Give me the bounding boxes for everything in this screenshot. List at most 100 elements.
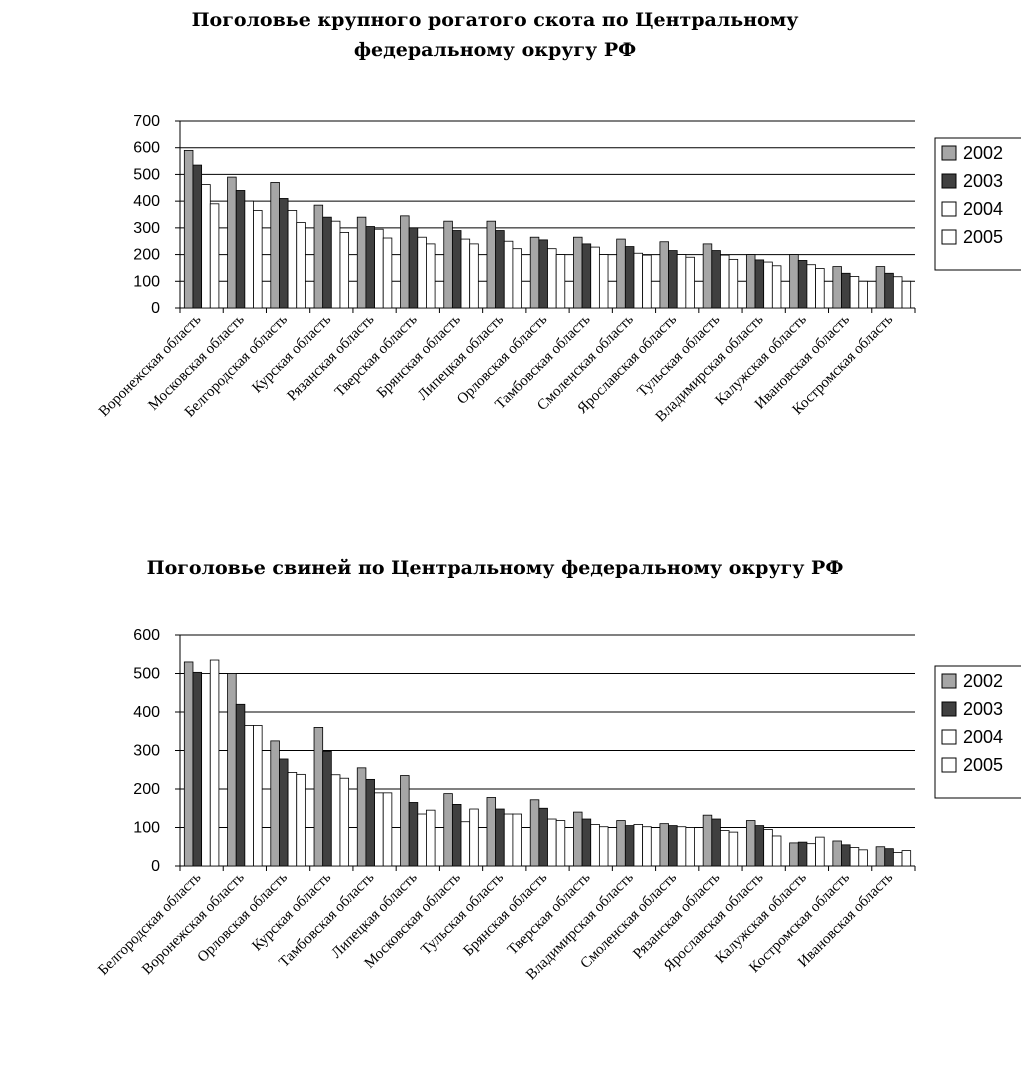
- bar-2003: [884, 848, 894, 867]
- chart-title: федеральному округу РФ: [354, 39, 636, 61]
- bar-2005: [296, 222, 306, 309]
- y-tick-label: 0: [151, 300, 160, 317]
- bar-2004: [806, 843, 816, 867]
- bar-2004: [244, 200, 254, 309]
- bar-2002: [832, 266, 842, 309]
- bar-2002: [227, 673, 237, 867]
- bar-2004: [201, 673, 211, 867]
- bar-2003: [279, 198, 289, 309]
- bar-2003: [408, 227, 419, 309]
- y-tick-label: 0: [151, 858, 160, 875]
- y-tick-label: 500: [133, 666, 160, 683]
- bar-2003: [538, 807, 548, 867]
- bar-2005: [901, 280, 912, 309]
- y-tick-label: 100: [133, 273, 160, 290]
- legend-swatch: [941, 173, 957, 189]
- legend-swatch: [941, 729, 957, 745]
- bar-2005: [771, 265, 782, 309]
- bar-2002: [356, 216, 367, 309]
- legend-swatch: [941, 701, 957, 717]
- bar-2003: [754, 825, 765, 867]
- legend-swatch: [941, 673, 957, 689]
- bar-2003: [322, 216, 332, 309]
- bar-2003: [538, 239, 548, 309]
- bar-2005: [382, 237, 393, 309]
- legend-label: 2002: [963, 671, 1003, 691]
- bar-2004: [676, 254, 687, 309]
- bar-2004: [201, 184, 211, 309]
- bar-2002: [443, 220, 453, 309]
- bar-2002: [356, 767, 367, 867]
- bar-2005: [209, 659, 220, 867]
- bar-2003: [668, 250, 678, 309]
- bar-2004: [287, 210, 298, 309]
- bar-2004: [547, 818, 557, 867]
- y-tick-label: 100: [133, 820, 160, 837]
- legend-label: 2004: [963, 199, 1003, 219]
- bar-2004: [806, 264, 816, 309]
- bar-2005: [209, 203, 220, 309]
- bar-2004: [633, 824, 644, 867]
- bar-2002: [745, 254, 756, 309]
- bar-2004: [417, 813, 427, 867]
- bar-2004: [374, 792, 384, 867]
- legend-label: 2004: [963, 727, 1003, 747]
- x-category-label: Курская область: [249, 311, 334, 396]
- bar-2002: [616, 820, 626, 867]
- bar-2002: [789, 254, 799, 309]
- legend-swatch: [941, 757, 957, 773]
- bar-2003: [797, 841, 808, 867]
- bar-2002: [313, 727, 324, 867]
- bar-2003: [624, 825, 635, 867]
- bar-2005: [858, 849, 868, 867]
- legend-label: 2002: [963, 143, 1003, 163]
- bar-2003: [581, 818, 592, 867]
- bar-2002: [702, 243, 713, 309]
- bar-2002: [400, 215, 410, 309]
- bar-2002: [702, 814, 713, 867]
- bar-2004: [503, 813, 514, 867]
- bar-2002: [227, 176, 237, 309]
- bar-2003: [754, 259, 765, 309]
- y-tick-label: 300: [133, 743, 160, 760]
- bar-2002: [789, 842, 799, 867]
- bar-2002: [745, 820, 756, 867]
- y-tick-label: 200: [133, 781, 160, 798]
- y-tick-label: 700: [133, 113, 160, 130]
- bar-2004: [763, 829, 773, 867]
- bar-2003: [841, 272, 851, 309]
- bar-2005: [555, 254, 566, 309]
- bar-2004: [330, 774, 341, 867]
- bar-2004: [503, 240, 514, 309]
- bar-2005: [296, 773, 306, 867]
- bar-2005: [685, 256, 695, 309]
- legend-swatch: [941, 145, 957, 161]
- bar-2005: [728, 831, 739, 867]
- bar-2004: [330, 220, 341, 309]
- bar-2003: [451, 230, 462, 309]
- bar-2005: [598, 826, 609, 867]
- y-tick-label: 600: [133, 140, 160, 157]
- bar-2003: [495, 808, 505, 867]
- bar-2005: [598, 254, 609, 309]
- legend-label: 2003: [963, 171, 1003, 191]
- legend-label: 2005: [963, 755, 1003, 775]
- bar-2004: [590, 246, 600, 309]
- y-tick-label: 400: [133, 704, 160, 721]
- bar-2002: [875, 266, 886, 309]
- legend: 2002 2003 2004 2005: [934, 137, 1021, 271]
- bar-2003: [451, 804, 462, 867]
- bar-2005: [901, 850, 912, 867]
- bar-2003: [797, 260, 808, 309]
- bar-2004: [892, 276, 903, 309]
- y-tick-label: 200: [133, 247, 160, 264]
- bar-2005: [555, 820, 566, 867]
- bar-2005: [469, 243, 479, 309]
- bar-2003: [235, 190, 246, 309]
- bar-2005: [382, 792, 393, 867]
- bar-2002: [832, 840, 842, 867]
- bar-2003: [279, 758, 289, 867]
- x-category-label: Курская область: [249, 869, 334, 954]
- bar-2004: [676, 826, 687, 867]
